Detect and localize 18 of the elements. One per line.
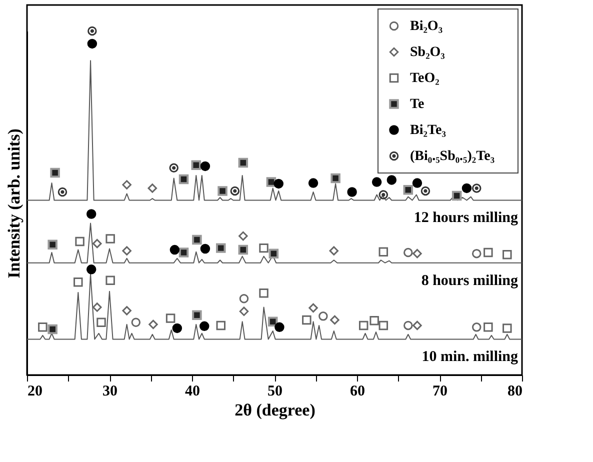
legend-label: Te: [410, 97, 424, 112]
series-label: 8 hours milling: [421, 272, 518, 289]
legend-label: Bi₂O₃: [410, 19, 443, 34]
legend-label: (Bi₀.₅Sb₀.₅)₂Te₃: [410, 149, 495, 164]
series-label: 12 hours milling: [414, 210, 518, 226]
x-tick-label: 60: [350, 384, 365, 400]
series-label: 10 min. milling: [422, 349, 518, 366]
x-tick-label: 50: [268, 384, 282, 400]
legend-label: Bi₂Te₃: [410, 123, 446, 138]
x-tick-label: 30: [102, 384, 118, 400]
x-tick-label: 40: [185, 384, 200, 400]
legend-label: Sb₂O₃: [410, 45, 445, 60]
x-axis-title: 2θ (degree): [234, 400, 316, 420]
x-tick-label: 80: [508, 384, 522, 400]
x-tick-label: 70: [432, 384, 448, 400]
y-axis-title: Intensity (arb. units): [4, 128, 24, 278]
x-tick-label: 20: [28, 384, 42, 400]
legend-label: TeO₂: [410, 71, 440, 86]
